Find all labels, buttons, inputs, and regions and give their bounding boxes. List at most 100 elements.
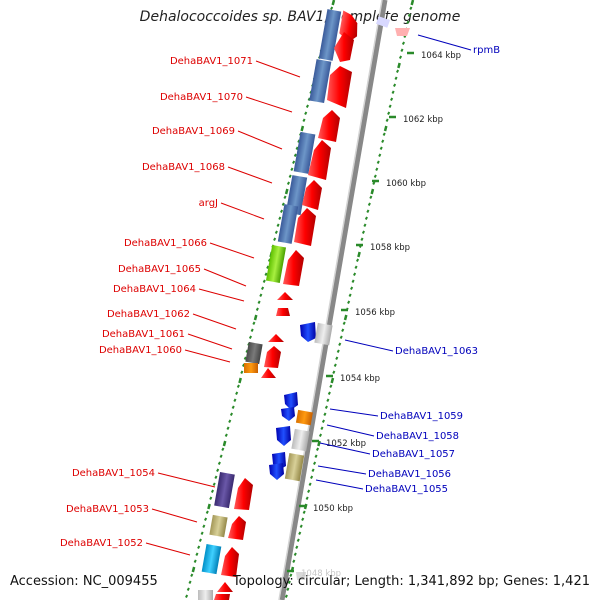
minor-tick bbox=[361, 230, 365, 234]
minor-tick bbox=[226, 426, 230, 430]
minor-tick bbox=[281, 202, 285, 206]
feature-block bbox=[285, 175, 308, 216]
gene-label-left: DehaBAV1_1062 bbox=[107, 309, 190, 320]
gene-arrow-forward bbox=[269, 463, 284, 480]
leader-line bbox=[237, 130, 283, 150]
minor-tick bbox=[363, 223, 367, 227]
major-tick bbox=[284, 188, 289, 195]
minor-tick bbox=[274, 230, 278, 234]
minor-tick bbox=[229, 412, 234, 416]
minor-tick bbox=[366, 209, 370, 213]
minor-tick bbox=[289, 573, 293, 577]
minor-tick bbox=[236, 384, 240, 388]
genome-backbone bbox=[279, 0, 388, 600]
minor-tick bbox=[240, 370, 244, 374]
minor-tick bbox=[395, 69, 400, 73]
minor-tick bbox=[375, 167, 379, 171]
minor-tick bbox=[335, 356, 339, 360]
minor-tick bbox=[243, 356, 247, 360]
minor-tick bbox=[336, 349, 340, 353]
major-tick bbox=[331, 0, 336, 6]
leader-line bbox=[203, 268, 247, 287]
major-tick bbox=[253, 314, 258, 321]
scale-label: 1064 kbp bbox=[421, 51, 461, 61]
gene-arrow bbox=[327, 66, 352, 108]
gene-arrow-forward bbox=[395, 28, 410, 36]
gene-arrow bbox=[308, 140, 331, 180]
leader-line bbox=[187, 333, 233, 350]
minor-tick bbox=[330, 6, 334, 10]
minor-tick bbox=[219, 454, 223, 458]
gene-arrow bbox=[283, 250, 304, 286]
major-tick bbox=[330, 377, 335, 384]
minor-tick bbox=[216, 468, 220, 472]
minor-tick bbox=[286, 587, 290, 591]
minor-tick bbox=[293, 153, 297, 157]
scale-label: 1060 kbp bbox=[386, 179, 426, 189]
leader-line bbox=[227, 166, 273, 184]
major-tick bbox=[357, 251, 361, 258]
minor-tick bbox=[262, 279, 266, 283]
minor-tick bbox=[301, 517, 305, 521]
gene-labels: DehaBAV1_1071 DehaBAV1_1070 DehaBAV1_1069 D… bbox=[60, 34, 500, 556]
gene-arrow bbox=[318, 110, 340, 142]
major-tick bbox=[222, 440, 227, 447]
leader-line bbox=[184, 349, 231, 363]
minor-tick bbox=[280, 209, 284, 213]
major-tick bbox=[317, 440, 321, 447]
minor-tick bbox=[351, 279, 355, 283]
gene-label-left: DehaBAV1_1052 bbox=[60, 538, 143, 549]
minor-tick bbox=[406, 20, 410, 24]
minor-tick bbox=[382, 132, 386, 136]
gene-arrow-forward bbox=[284, 392, 298, 410]
minor-tick bbox=[311, 468, 315, 472]
feature-block bbox=[198, 590, 213, 600]
gene-arrow-forward bbox=[276, 426, 291, 446]
gene-label-left: DehaBAV1_1053 bbox=[66, 504, 149, 515]
gene-arrow bbox=[217, 582, 233, 592]
scale-label: 1048 kbp bbox=[301, 569, 341, 579]
minor-tick bbox=[327, 391, 331, 395]
major-tick bbox=[300, 125, 305, 132]
gene-label-left: DehaBAV1_1068 bbox=[142, 162, 225, 173]
gene-label-right: DehaBAV1_1058 bbox=[376, 431, 459, 442]
major-tick bbox=[343, 314, 348, 321]
minor-tick bbox=[391, 90, 395, 94]
leader-line bbox=[326, 424, 375, 437]
leader-line bbox=[344, 339, 394, 352]
gene-label-right: DehaBAV1_1063 bbox=[395, 346, 478, 357]
minor-tick bbox=[261, 286, 265, 290]
feature-block bbox=[314, 322, 333, 346]
major-tick bbox=[207, 503, 211, 510]
minor-tick bbox=[212, 482, 216, 486]
minor-tick bbox=[242, 363, 246, 367]
minor-tick bbox=[320, 426, 324, 430]
tick-rings bbox=[185, 0, 415, 598]
gene-label-left: DehaBAV1_1069 bbox=[152, 126, 235, 137]
gene-label-right: DehaBAV1_1055 bbox=[365, 484, 448, 495]
feature-block bbox=[214, 472, 235, 509]
gene-arrow bbox=[234, 478, 253, 510]
minor-tick bbox=[326, 398, 330, 402]
minor-tick bbox=[283, 195, 287, 199]
minor-tick bbox=[276, 223, 280, 227]
scale-label: 1052 kbp bbox=[326, 439, 366, 449]
scale-label: 1050 kbp bbox=[313, 504, 353, 514]
minor-tick bbox=[221, 447, 225, 451]
feature-block bbox=[291, 428, 310, 452]
gene-arrow bbox=[294, 208, 316, 246]
minor-tick bbox=[296, 538, 300, 542]
minor-tick bbox=[210, 489, 215, 493]
minor-tick bbox=[255, 307, 259, 311]
minor-tick bbox=[302, 118, 306, 122]
minor-tick bbox=[354, 265, 358, 269]
leader-line bbox=[245, 96, 293, 113]
minor-tick bbox=[376, 160, 380, 164]
gene-label-left: DehaBAV1_1071 bbox=[170, 56, 253, 67]
minor-tick bbox=[295, 146, 299, 150]
accession-label: Accession: NC_009455 bbox=[10, 574, 158, 589]
minor-tick bbox=[388, 104, 392, 108]
minor-tick bbox=[298, 531, 302, 535]
minor-tick bbox=[185, 594, 189, 598]
minor-tick bbox=[367, 202, 371, 206]
